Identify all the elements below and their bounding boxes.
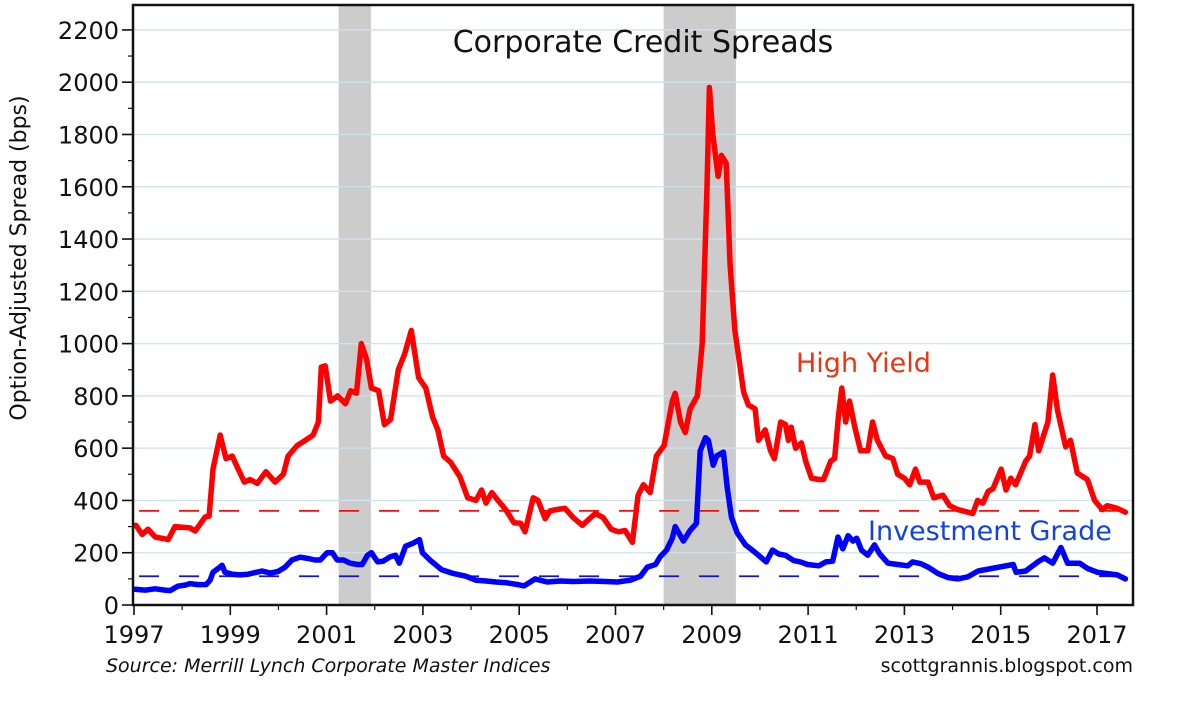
plot-frame	[131, 3, 1135, 607]
y-tick-label: 1200	[58, 278, 119, 306]
x-tick-label: 2013	[874, 621, 935, 649]
y-tick-label: 1000	[58, 331, 119, 359]
y-tick-label: 2000	[58, 69, 119, 97]
x-tick-label: 2015	[970, 621, 1031, 649]
source-note: Source: Merrill Lynch Corporate Master I…	[106, 655, 550, 677]
y-axis: 0 200 400 600 800 1000 1200 1400 1600 1800 2000 220…	[58, 17, 133, 620]
recession-band	[338, 5, 371, 605]
x-tick-label: 2005	[489, 621, 550, 649]
chart-title: Corporate Credit Spreads	[453, 25, 834, 60]
y-tick-label: 1400	[58, 226, 119, 254]
blog-credit: scottgrannis.blogspot.com	[881, 655, 1133, 677]
y-tick-label: 2200	[58, 17, 119, 45]
recession-band	[663, 5, 736, 605]
high-yield-label: High Yield	[796, 348, 931, 379]
x-tick-label: 2011	[778, 621, 839, 649]
gridlines	[133, 29, 1133, 554]
investment-grade-label: Investment Grade	[868, 516, 1112, 547]
y-tick-label: 600	[73, 435, 119, 463]
x-tick-label: 2009	[681, 621, 742, 649]
y-tick-label: 1600	[58, 174, 119, 202]
x-tick-label: 2001	[296, 621, 357, 649]
x-tick-label: 2017	[1066, 621, 1127, 649]
x-tick-label: 2007	[585, 621, 646, 649]
recession-bands	[338, 5, 736, 605]
y-tick-label: 200	[73, 540, 119, 568]
x-tick-label: 1997	[103, 621, 164, 649]
x-tick-label: 2003	[392, 621, 453, 649]
y-axis-label: Option-Adjusted Spread (bps)	[7, 95, 32, 420]
y-tick-label: 400	[73, 487, 119, 515]
x-tick-label: 1999	[200, 621, 261, 649]
y-tick-label: 800	[73, 383, 119, 411]
x-axis: 1997 1999 2001 2003 2005 2007 2009 2011 2013 2015…	[103, 605, 1128, 649]
data-series	[132, 84, 1129, 594]
y-tick-label: 0	[104, 592, 119, 620]
y-tick-label: 1800	[58, 121, 119, 149]
investment-grade-line	[132, 434, 1129, 594]
high-yield-line	[133, 84, 1129, 546]
